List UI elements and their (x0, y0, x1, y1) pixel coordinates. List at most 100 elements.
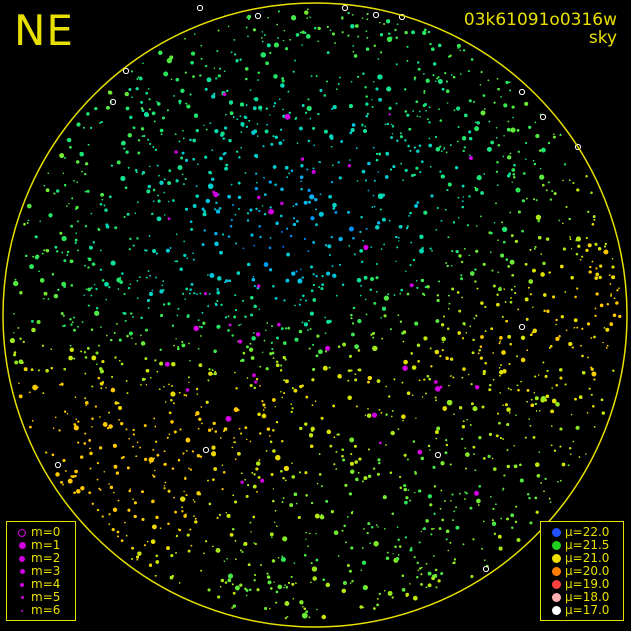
star-point (140, 384, 142, 386)
star-point (301, 104, 305, 107)
star-point (427, 444, 431, 448)
star-point (606, 344, 609, 347)
star-point (208, 183, 214, 189)
star-point (496, 302, 500, 307)
star-point (474, 126, 480, 132)
star-point (136, 297, 139, 300)
star-point (361, 547, 364, 549)
star-point (493, 284, 496, 288)
star-point (94, 107, 98, 111)
star-point (259, 225, 261, 227)
star-point (175, 179, 179, 183)
star-point (551, 190, 554, 193)
star-point (98, 344, 100, 347)
star-point (575, 252, 579, 256)
star-point (377, 193, 384, 199)
star-point (221, 487, 224, 491)
star-point (326, 271, 331, 276)
star-point (248, 588, 252, 592)
star-point (232, 604, 236, 608)
star-point (502, 369, 507, 374)
star-point (382, 495, 387, 500)
star-point (399, 320, 402, 323)
star-point (318, 453, 321, 455)
star-point (506, 449, 509, 451)
star-point (128, 248, 131, 251)
star-point (428, 137, 431, 140)
star-point (471, 351, 475, 355)
star-point (419, 110, 421, 113)
star-point (254, 186, 259, 191)
star-point (326, 80, 328, 83)
star-point (245, 594, 248, 597)
star-point (612, 369, 615, 372)
star-point (463, 49, 466, 52)
star-point (462, 196, 465, 198)
star-point (75, 208, 78, 210)
star-point (85, 404, 87, 407)
star-point (312, 343, 315, 346)
star-point (284, 327, 287, 330)
star-point (423, 294, 426, 297)
star-point (513, 445, 515, 447)
star-point (280, 364, 283, 367)
star-point (373, 81, 375, 83)
star-point (334, 42, 336, 44)
star-point (249, 208, 253, 212)
star-point (189, 288, 192, 291)
star-point (96, 363, 98, 365)
star-point (364, 86, 367, 89)
star-point (469, 154, 471, 157)
star-point (466, 224, 470, 227)
star-point (526, 349, 528, 351)
star-point (421, 246, 424, 250)
star-point (458, 406, 463, 410)
star-point (114, 226, 118, 230)
star-point (538, 451, 541, 454)
star-point (404, 88, 407, 91)
star-point (509, 259, 515, 265)
star-point (148, 563, 153, 567)
star-point (141, 490, 144, 494)
star-point (609, 322, 613, 326)
star-point (130, 312, 133, 315)
star-point (231, 607, 234, 609)
star-point (209, 122, 212, 124)
star-point (32, 384, 38, 391)
star-point (256, 588, 260, 592)
star-point (484, 108, 486, 110)
star-point (610, 295, 612, 297)
star-point (274, 510, 277, 512)
star-point (354, 460, 358, 464)
star-point (208, 371, 213, 376)
star-point (468, 130, 472, 134)
star-point (565, 205, 568, 208)
star-point (59, 153, 65, 159)
star-point (553, 133, 555, 135)
star-point (205, 400, 209, 404)
star-point (457, 140, 459, 143)
star-point (513, 176, 516, 179)
star-point (351, 580, 354, 583)
star-point (90, 126, 93, 129)
star-point (595, 272, 599, 277)
star-point (90, 294, 93, 297)
star-point (462, 367, 466, 371)
star-point (201, 243, 205, 247)
star-point (170, 399, 173, 402)
star-point (297, 278, 303, 284)
star-point (277, 10, 280, 13)
star-point (116, 530, 120, 534)
star-point (178, 391, 181, 394)
star-point (382, 306, 386, 311)
star-point (183, 394, 186, 396)
star-point (275, 221, 279, 225)
star-point (176, 347, 180, 351)
star-point (192, 157, 195, 161)
star-point (211, 177, 215, 181)
star-point (304, 10, 309, 15)
star-point (155, 554, 159, 558)
star-point (145, 368, 150, 373)
star-point (177, 459, 181, 462)
star-point (181, 173, 184, 176)
